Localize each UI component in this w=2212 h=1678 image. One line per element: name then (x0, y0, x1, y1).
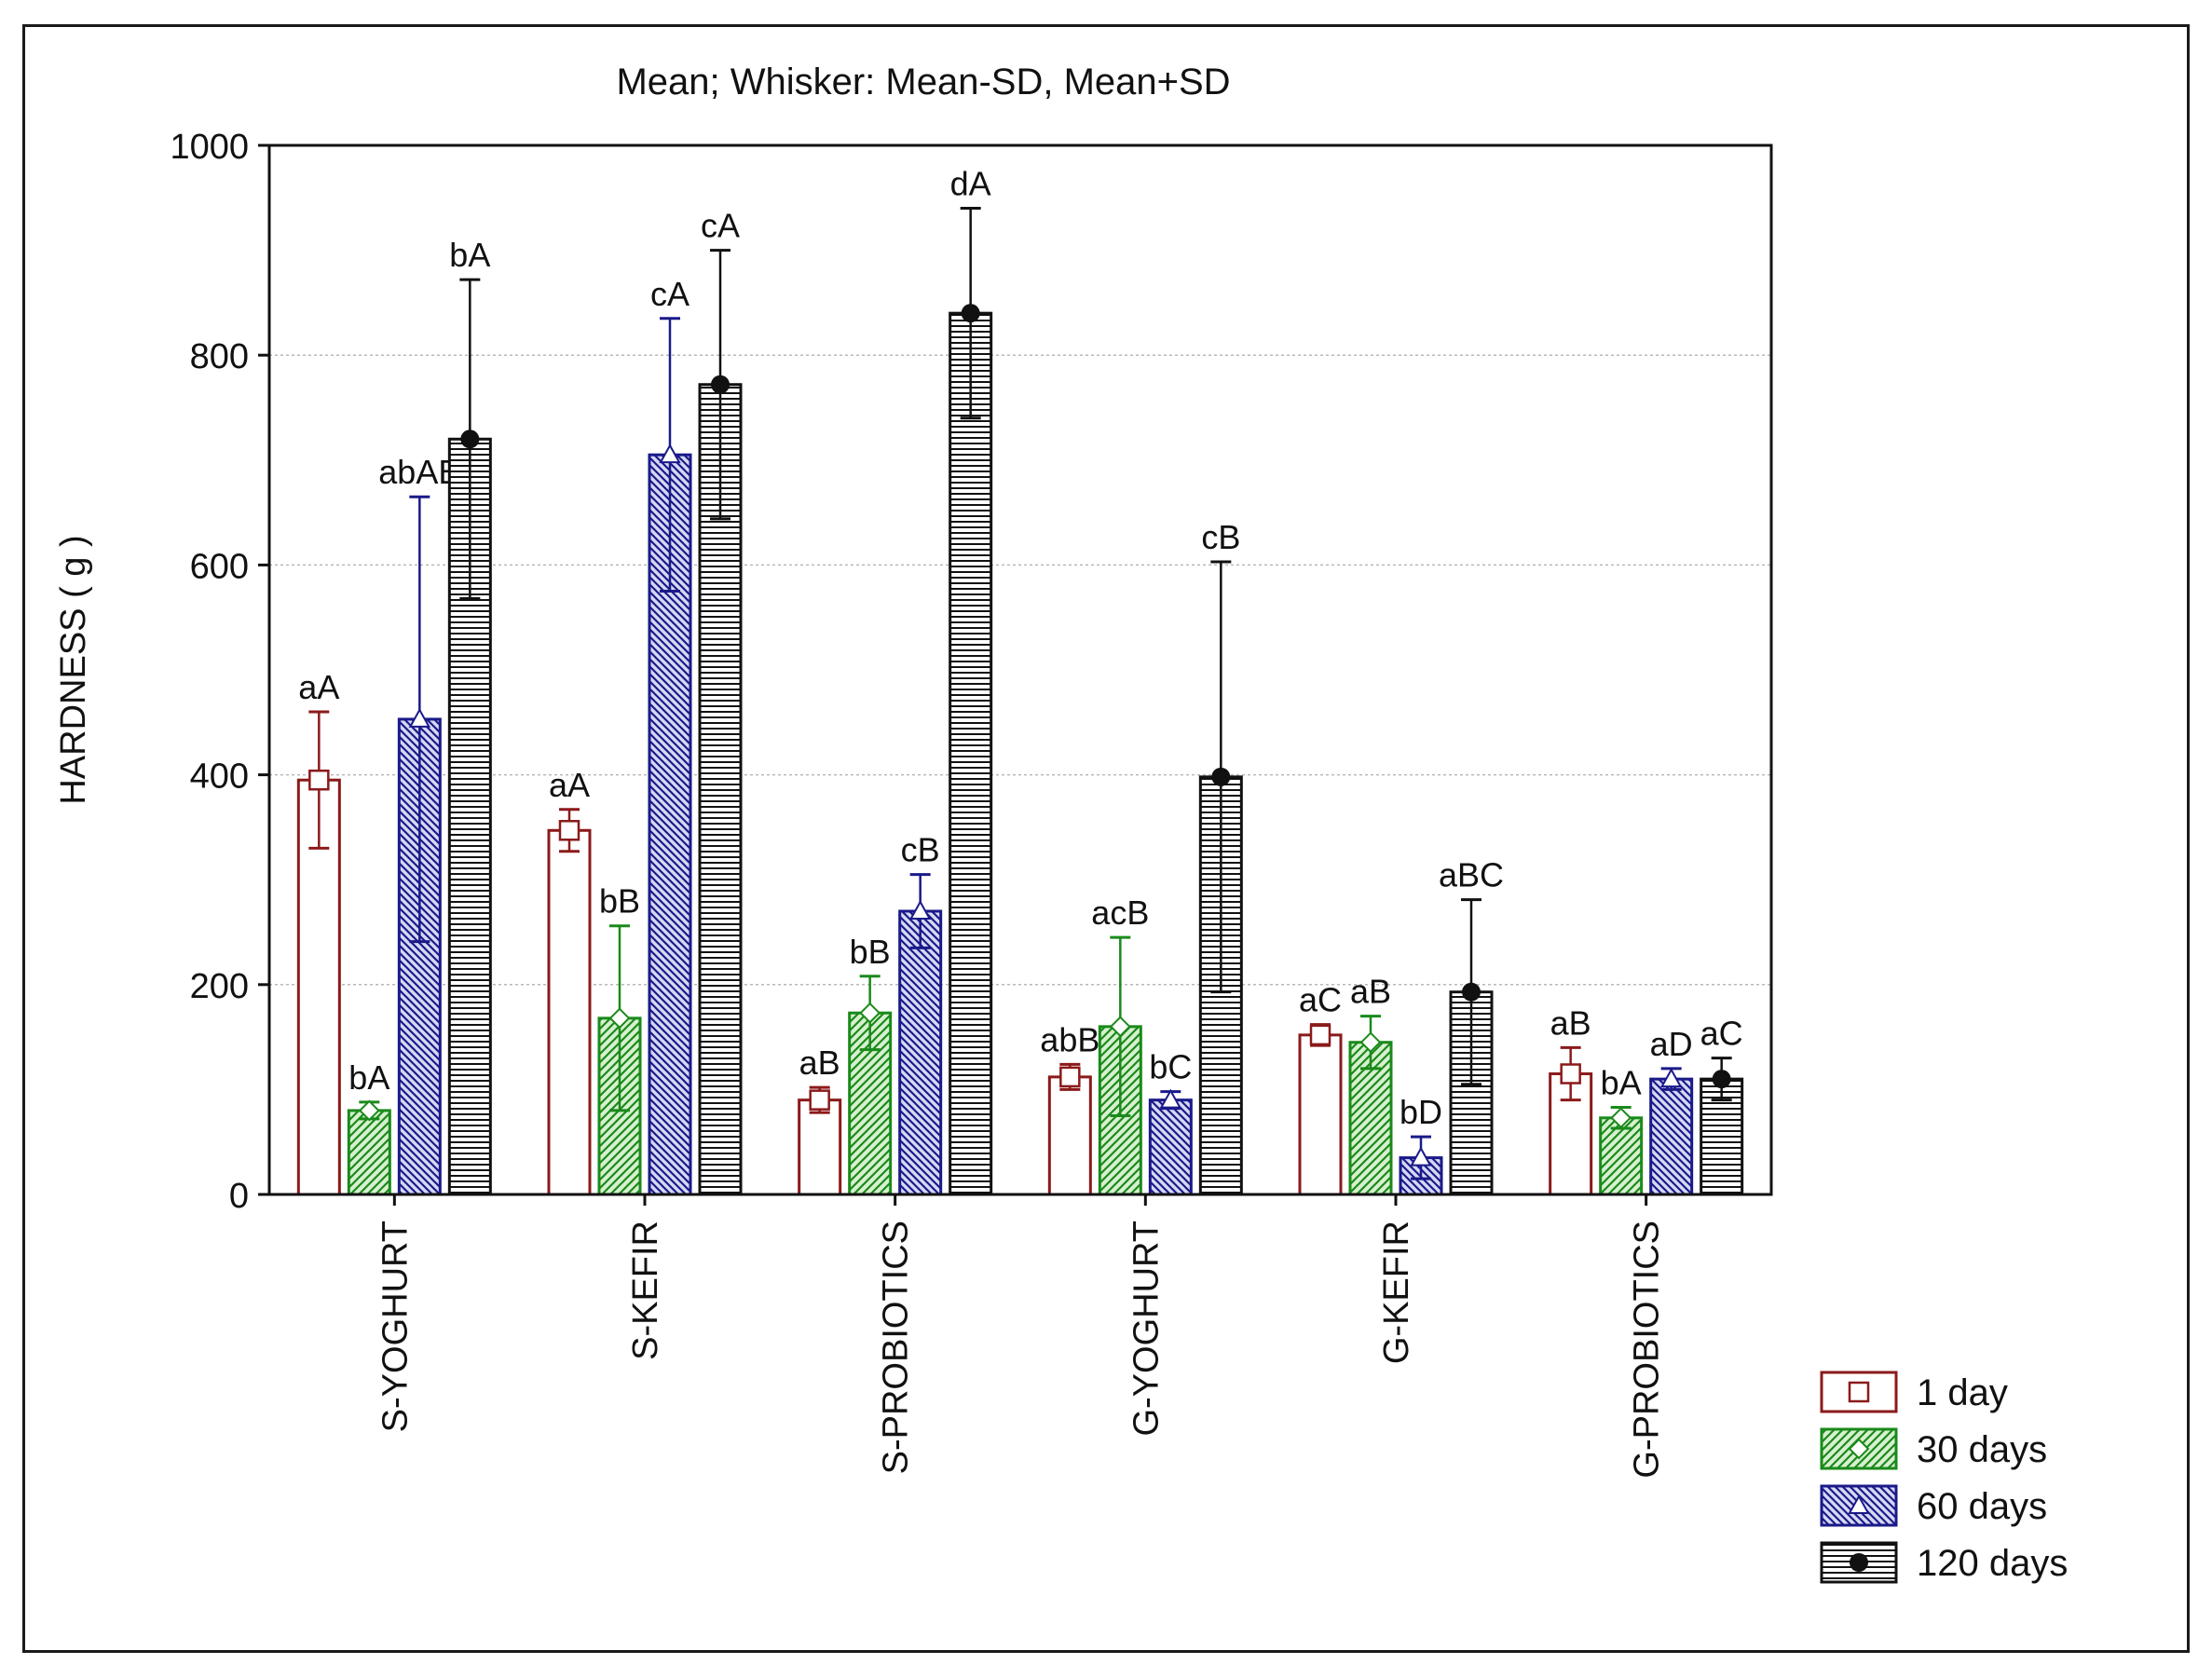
legend-label: 60 days (1917, 1486, 2047, 1527)
significance-label: cB (1201, 518, 1240, 556)
x-category-label: G-KEFIR (1377, 1221, 1416, 1364)
significance-label: aB (799, 1044, 840, 1082)
y-tick-label: 800 (190, 337, 249, 376)
significance-label: bB (599, 882, 640, 921)
significance-label: aA (298, 668, 339, 706)
significance-label: aB (1350, 973, 1391, 1011)
significance-label: acB (1091, 894, 1149, 932)
bar (1148, 1098, 1193, 1196)
significance-label: cB (901, 831, 940, 869)
significance-label: aA (549, 766, 590, 804)
marker-circle (711, 375, 730, 394)
y-axis: 0 200 400 600 800 1000 (170, 128, 269, 1216)
marker-square (1848, 1381, 1870, 1403)
x-category-label: G-YOGHURT (1126, 1221, 1166, 1437)
bar (547, 828, 592, 1196)
significance-label: dA (950, 165, 991, 203)
bar (347, 1109, 391, 1196)
marker-triangle (1410, 1146, 1432, 1166)
marker-square (809, 1089, 830, 1111)
marker-diamond (608, 1007, 631, 1030)
x-category-label: S-PROBIOTICS (877, 1221, 916, 1474)
significance-label: bC (1149, 1048, 1192, 1086)
marker-triangle (1659, 1068, 1683, 1088)
marker-circle (460, 430, 480, 449)
marker-square (1059, 1066, 1081, 1088)
marker-triangle (908, 899, 932, 920)
legend-label: 30 days (1917, 1429, 2047, 1470)
significance-label: bA (348, 1058, 389, 1097)
figure-frame: Mean; Whisker: Mean-SD, Mean+SD aA bA abAB… (22, 24, 2190, 1653)
significance-label: bD (1400, 1093, 1442, 1131)
bar (798, 1098, 842, 1196)
bar (898, 909, 943, 1196)
y-tick-label: 400 (190, 757, 249, 797)
x-category-label: S-YOGHURT (375, 1221, 415, 1432)
marker-diamond (358, 1099, 380, 1122)
bar (1047, 1075, 1092, 1196)
significance-label: cA (701, 207, 740, 245)
marker-diamond (1359, 1031, 1382, 1054)
marker-diamond (859, 1002, 881, 1024)
marker-diamond (1109, 1016, 1131, 1038)
marker-triangle (659, 443, 681, 464)
plot-area-border (267, 143, 1773, 1196)
legend-swatch (1820, 1541, 1898, 1584)
marker-triangle (408, 707, 431, 728)
marker-diamond (1848, 1438, 1870, 1460)
marker-square (558, 820, 580, 841)
significance-label: aBC (1439, 856, 1504, 894)
marker-triangle (1848, 1494, 1870, 1514)
y-tick-label: 0 (229, 1177, 249, 1216)
significance-label: bA (1601, 1064, 1642, 1102)
significance-label: aC (1299, 981, 1342, 1019)
y-axis-label: HARDNESS ( g ) (54, 535, 93, 804)
significance-label: bB (850, 933, 891, 971)
significance-label: abAB (378, 453, 460, 491)
legend-label: 120 days (1917, 1543, 2068, 1584)
marker-square (308, 769, 330, 791)
marker-circle (1850, 1553, 1868, 1572)
significance-label: bA (449, 236, 490, 274)
x-axis: S-YOGHURT S-KEFIR S-PROBIOTICS G-YOGHURT G-K… (375, 1194, 1667, 1479)
x-category-label: G-PROBIOTICS (1628, 1221, 1667, 1479)
y-tick-label: 600 (190, 547, 249, 586)
gridlines (269, 354, 1771, 986)
marker-circle (961, 304, 980, 323)
legend-swatch (1820, 1427, 1898, 1470)
marker-diamond (1610, 1107, 1632, 1129)
marker-square (1560, 1063, 1581, 1085)
y-tick-label: 1000 (170, 128, 249, 167)
bar (1599, 1116, 1644, 1196)
marker-circle (1211, 767, 1231, 786)
bar (949, 311, 993, 1196)
chart-title: Mean; Whisker: Mean-SD, Mean+SD (616, 61, 1230, 102)
hardness-bar-chart: Mean; Whisker: Mean-SD, Mean+SD aA bA abAB… (54, 61, 2068, 1584)
legend-swatch (1820, 1371, 1898, 1413)
bar (1298, 1033, 1343, 1196)
significance-label: aC (1700, 1015, 1743, 1053)
legend: 1 day 30 days 60 days 120 days (1820, 1371, 2068, 1584)
marker-circle (1712, 1070, 1731, 1089)
significance-label: aD (1650, 1025, 1693, 1063)
marker-triangle (1159, 1088, 1182, 1109)
bar (1649, 1077, 1694, 1196)
marker-square (1309, 1024, 1331, 1046)
y-tick-label: 200 (190, 967, 249, 1006)
marker-circle (1462, 982, 1481, 1002)
significance-label: aB (1550, 1003, 1591, 1042)
legend-label: 1 day (1917, 1372, 2008, 1413)
significance-label: cA (650, 275, 690, 313)
x-category-label: S-KEFIR (626, 1221, 665, 1360)
significance-label: abB (1040, 1020, 1099, 1058)
